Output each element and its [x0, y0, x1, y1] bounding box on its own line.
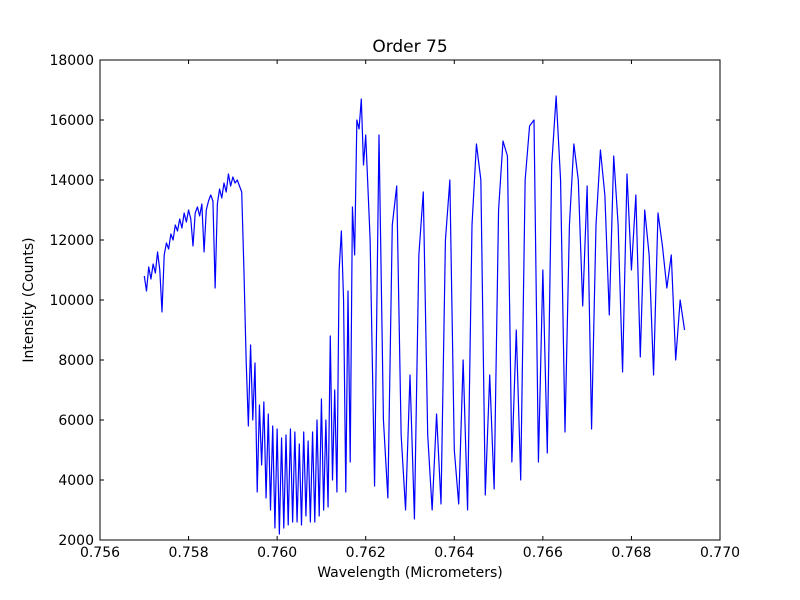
- x-tick-label: 0.766: [523, 545, 563, 561]
- x-tick-label: 0.770: [700, 545, 740, 561]
- x-tick-label: 0.764: [434, 545, 474, 561]
- y-tick-label: 12000: [49, 233, 94, 249]
- y-axis-label: Intensity (Counts): [21, 237, 37, 362]
- y-tick-label: 16000: [49, 113, 94, 129]
- x-tick-label: 0.760: [257, 545, 297, 561]
- y-tick-label: 8000: [58, 353, 94, 369]
- chart-title: Order 75: [372, 37, 447, 57]
- x-tick-label: 0.758: [169, 545, 209, 561]
- x-tick-label: 0.768: [611, 545, 651, 561]
- x-tick-label: 0.756: [80, 545, 120, 561]
- y-tick-label: 2000: [58, 533, 94, 549]
- y-tick-label: 14000: [49, 173, 94, 189]
- y-tick-label: 18000: [49, 53, 94, 69]
- x-tick-label: 0.762: [346, 545, 386, 561]
- x-axis-label: Wavelength (Micrometers): [317, 565, 503, 581]
- y-tick-label: 4000: [58, 473, 94, 489]
- y-tick-label: 10000: [49, 293, 94, 309]
- y-tick-label: 6000: [58, 413, 94, 429]
- data-line: [143, 95, 686, 535]
